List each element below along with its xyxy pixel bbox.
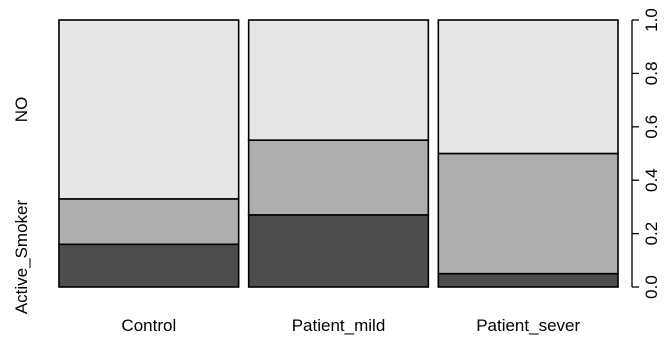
y-right-tick-label: 0.8 (642, 62, 661, 86)
x-label-control: Control (121, 316, 176, 335)
bar-segment-control-0 (58, 243, 240, 288)
bar-segment-patient-sever-0 (437, 272, 619, 288)
y-right-tick-label: 1.0 (642, 8, 661, 32)
bar-segment-patient-sever-2 (437, 19, 619, 155)
y-left-label-active-smoker: Active_Smoker (12, 200, 31, 315)
bar-segment-control-1 (58, 198, 240, 246)
y-right-tick-label: 0.6 (642, 115, 661, 139)
y-right-tick-label: 0.4 (642, 168, 661, 192)
x-label-patient-mild: Patient_mild (292, 316, 386, 335)
y-axis-right: 0.0 0.2 0.4 0.6 0.8 1.0 (631, 8, 661, 299)
bar-segment-patient-mild-1 (247, 139, 430, 216)
bars-group (58, 19, 619, 288)
bar-segment-control-2 (58, 19, 240, 200)
bar-segment-patient-mild-2 (247, 19, 430, 141)
y-axis-left-labels: Active_Smoker NO (12, 97, 31, 314)
y-right-tick-label: 0.2 (642, 222, 661, 246)
bar-segment-patient-mild-0 (247, 214, 430, 288)
x-label-patient-sever: Patient_sever (476, 316, 580, 335)
bar-segment-patient-sever-1 (437, 152, 619, 275)
y-right-tick-label: 0.0 (642, 275, 661, 299)
y-left-label-no: NO (12, 97, 31, 123)
x-axis-labels: Control Patient_mild Patient_sever (121, 316, 580, 335)
